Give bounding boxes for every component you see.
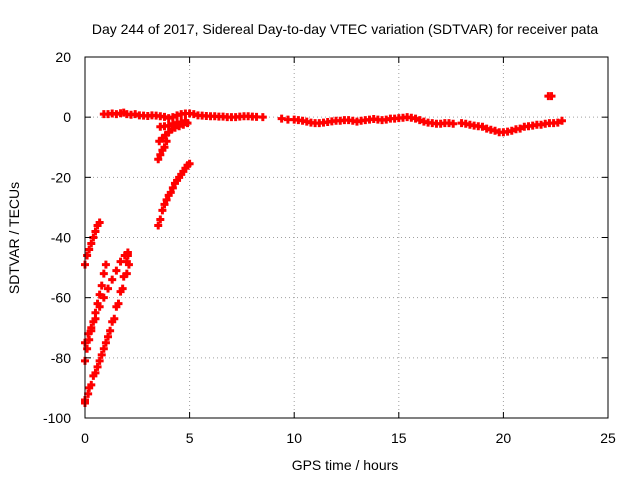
- data-point: [124, 260, 133, 269]
- x-tick-labels: 0 5 10 15 20 25: [81, 430, 616, 446]
- x-tick-label: 0: [81, 430, 89, 446]
- y-tick-label: 0: [63, 109, 71, 125]
- data-point: [91, 227, 100, 236]
- data-point: [185, 159, 194, 168]
- data-point: [118, 284, 127, 293]
- y-tick-label: -20: [51, 169, 71, 185]
- data-point: [104, 332, 113, 341]
- data-point: [553, 118, 562, 127]
- data-point: [101, 338, 110, 347]
- data-point: [99, 293, 108, 302]
- data-point: [507, 126, 516, 135]
- data-point: [491, 126, 500, 135]
- data-point: [95, 356, 104, 365]
- data-point: [85, 383, 94, 392]
- data-point: [112, 266, 121, 275]
- data-point: [168, 183, 177, 192]
- data-point: [160, 143, 169, 152]
- data-point: [93, 362, 102, 371]
- x-tick-label: 15: [391, 430, 407, 446]
- x-axis-label: GPS time / hours: [292, 457, 399, 473]
- data-point: [123, 251, 132, 260]
- data-point: [97, 350, 106, 359]
- data-point: [181, 116, 190, 125]
- data-point: [449, 119, 458, 128]
- data-point: [154, 155, 163, 164]
- data-point: [547, 92, 556, 101]
- data-point: [87, 323, 96, 332]
- x-tick-label: 5: [186, 430, 194, 446]
- chart-title: Day 244 of 2017, Sidereal Day-to-day VTE…: [92, 21, 599, 37]
- x-tick-label: 20: [496, 430, 512, 446]
- data-point: [99, 269, 108, 278]
- x-tick-label: 10: [286, 430, 302, 446]
- data-point: [106, 326, 115, 335]
- data-point: [97, 281, 106, 290]
- series-descending-arcs: [154, 116, 194, 230]
- data-point: [156, 215, 165, 224]
- data-point: [164, 121, 173, 130]
- plot-frame: [84, 56, 609, 419]
- data-point: [557, 116, 566, 125]
- data-point: [95, 302, 104, 311]
- data-point: [411, 114, 420, 123]
- data-point: [87, 239, 96, 248]
- y-tick-label: -80: [51, 350, 71, 366]
- data-point: [162, 195, 171, 204]
- y-tick-labels: -100 -80 -60 -40 -20 0 20: [43, 49, 71, 426]
- data-point: [158, 206, 167, 215]
- data-point: [110, 314, 119, 323]
- data-point: [122, 269, 131, 278]
- data-point: [114, 299, 123, 308]
- data-point: [83, 344, 92, 353]
- data-point: [108, 275, 117, 284]
- data-point: [95, 290, 104, 299]
- data-point: [91, 314, 100, 323]
- y-axis-label: SDTVAR / TECUs: [6, 182, 22, 294]
- y-tick-label: 20: [55, 49, 71, 65]
- data-point: [154, 221, 163, 230]
- y-tick-label: -60: [51, 290, 71, 306]
- y-tick-label: -40: [51, 230, 71, 246]
- data-point: [156, 150, 165, 159]
- data-point: [478, 122, 487, 131]
- data-point: [104, 284, 113, 293]
- data-point: [85, 245, 94, 254]
- series-near-zero-track: [99, 92, 566, 137]
- data-point: [516, 124, 525, 133]
- data-point: [95, 218, 104, 227]
- data-point: [101, 260, 110, 269]
- data-point: [160, 200, 169, 209]
- data-point: [415, 116, 424, 125]
- y-tick-label: -100: [43, 410, 71, 426]
- data-point: [89, 371, 98, 380]
- data-point: [258, 113, 267, 122]
- data-points: [81, 92, 566, 407]
- data-point: [166, 188, 175, 197]
- x-tick-label: 25: [600, 430, 616, 446]
- data-point: [83, 251, 92, 260]
- data-point: [99, 344, 108, 353]
